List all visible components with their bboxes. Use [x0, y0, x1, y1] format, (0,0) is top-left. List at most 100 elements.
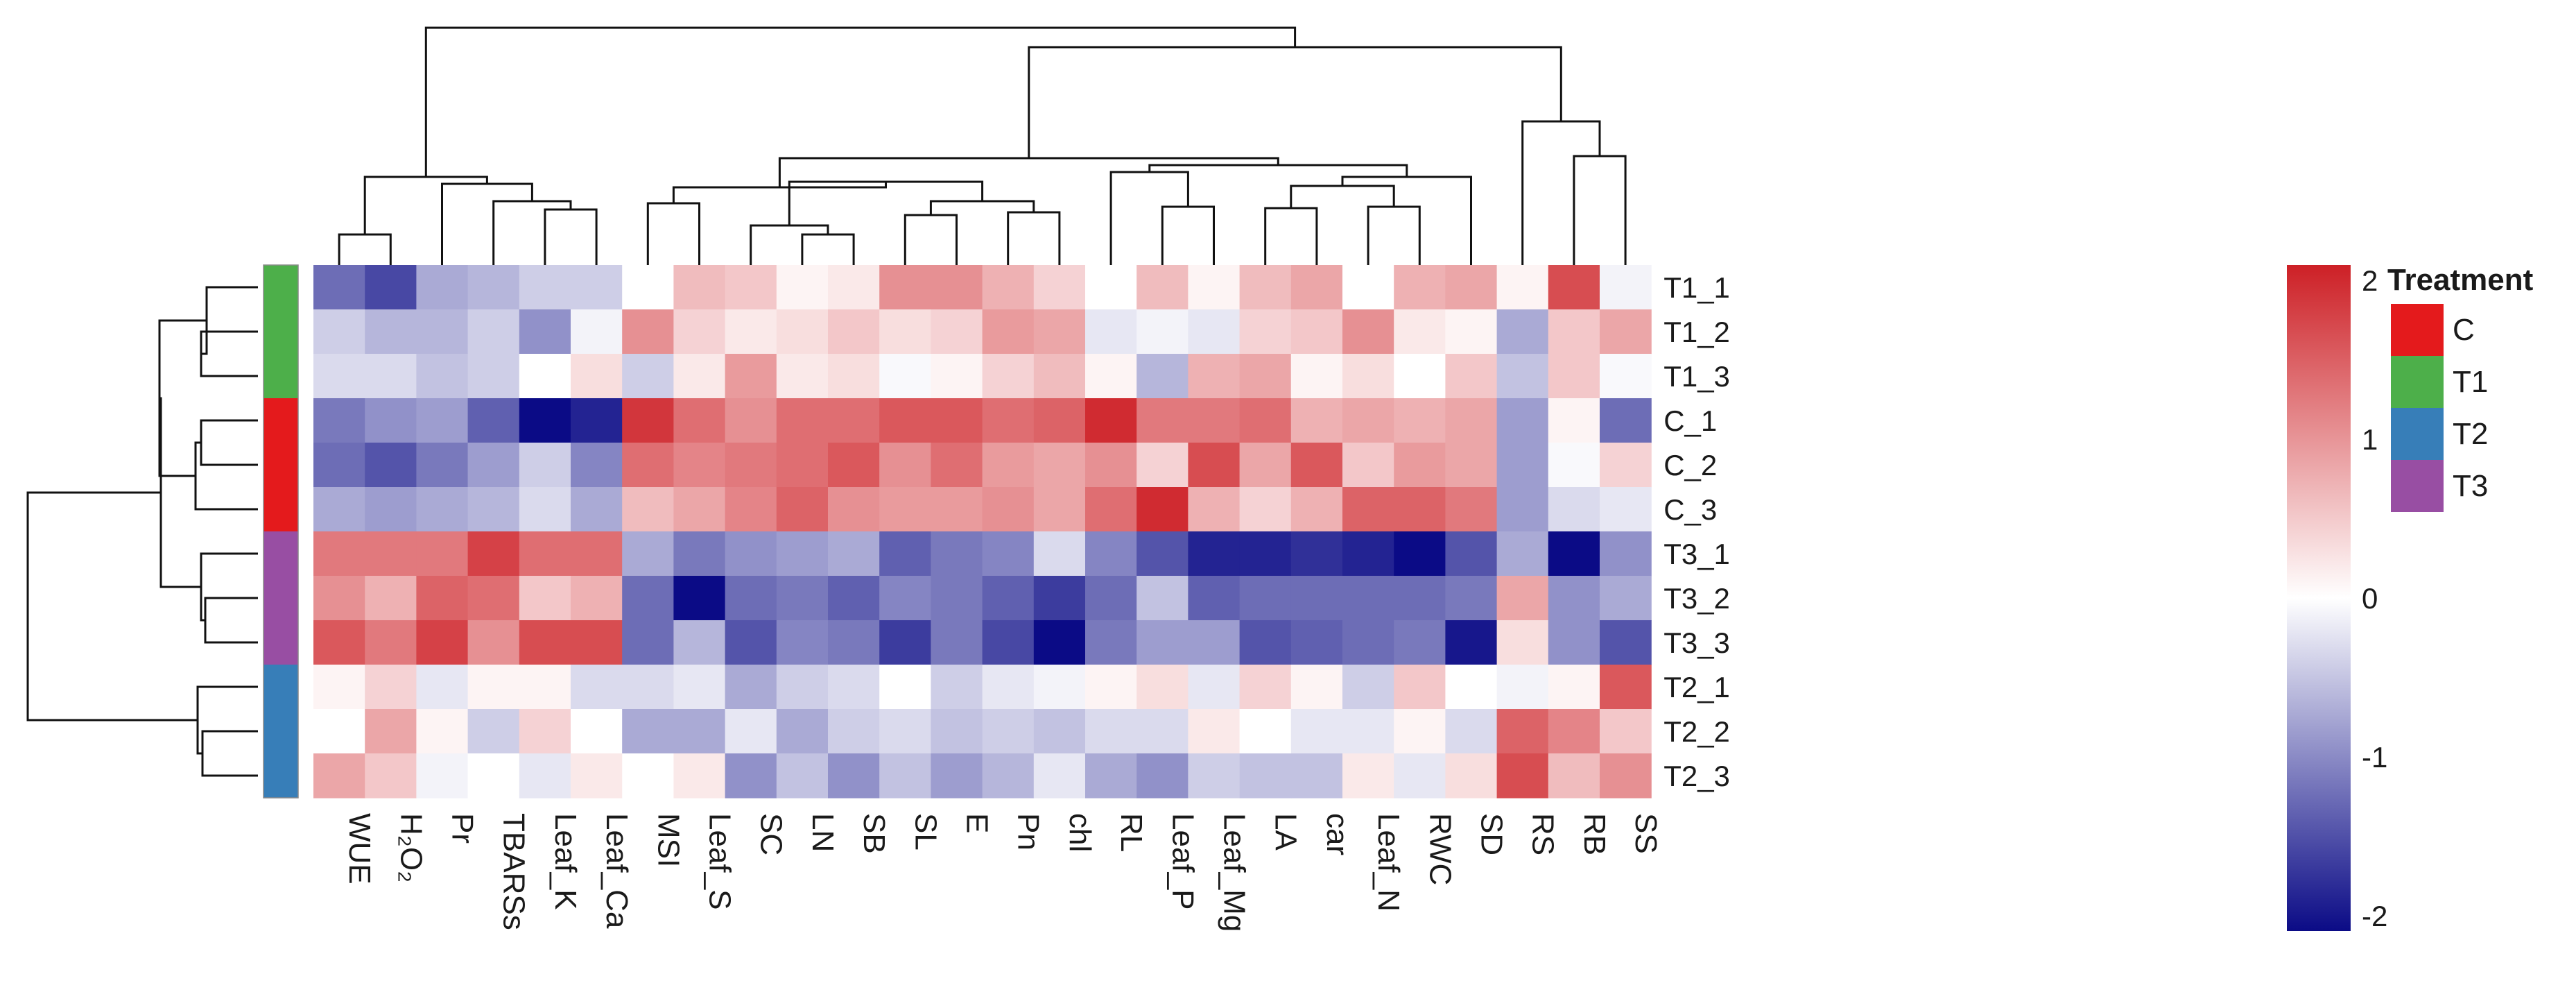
heatmap-cell-T3_2-RS — [1496, 576, 1549, 621]
heatmap-cell-T3_2-Leaf_N — [1342, 576, 1394, 621]
row-dendrogram-branch — [204, 597, 258, 644]
heatmap-cell-T2_2-E — [931, 709, 983, 754]
heatmap-cell-T2_3-RL — [1085, 753, 1137, 799]
heatmap-cell-T1_2-E — [931, 309, 983, 355]
color-scale-tick-label: 0 — [2362, 582, 2378, 615]
heatmap-cell-T1_1-SD — [1445, 265, 1498, 310]
column-dendrogram-branch — [363, 176, 488, 234]
heatmap-cell-C_2-SB — [828, 443, 880, 488]
heatmap-cell-T3_2-TBARSs — [467, 576, 520, 621]
heatmap-cell-T1_3-Pr — [416, 354, 469, 399]
heatmap-cell-T1_2-SC — [725, 309, 777, 355]
heatmap-cell-T3_1-LA — [1239, 531, 1292, 577]
heatmap-cell-T3_2-WUE — [313, 576, 365, 621]
heatmap-cell-C_3-Leaf_S — [673, 487, 726, 532]
column-label: WUE — [343, 813, 377, 885]
heatmap-cell-T2_3-TBARSs — [467, 753, 520, 799]
heatmap-cell-T3_1-Leaf_K — [519, 531, 571, 577]
heatmap-cell-C_1-Leaf_N — [1342, 398, 1394, 443]
annotation-cell-T1_2 — [263, 309, 298, 355]
column-label: TBARSs — [497, 813, 531, 930]
heatmap-cell-T1_2-SS — [1600, 309, 1652, 355]
heatmap-cell-T3_2-SD — [1445, 576, 1498, 621]
heatmap-cell-T3_1-SC — [725, 531, 777, 577]
row-dendrogram-branch — [201, 286, 258, 355]
heatmap-cell-T2_3-Leaf_N — [1342, 753, 1394, 799]
heatmap-cell-T2_2-Pn — [982, 709, 1035, 754]
legend-swatch-T2 — [2391, 408, 2444, 460]
row-dendrogram-branch — [201, 730, 258, 777]
heatmap-cell-T1_1-RS — [1496, 265, 1549, 310]
heatmap-cell-C_2-Leaf_S — [673, 443, 726, 488]
heatmap-cell-C_2-car — [1290, 443, 1343, 488]
row-label: C_1 — [1663, 404, 1717, 437]
heatmap-cell-T2_3-H2O2 — [365, 753, 417, 799]
heatmap-cell-T3_1-Leaf_N — [1342, 531, 1394, 577]
column-dendrogram-branch — [1521, 120, 1601, 265]
heatmap-cell-T3_1-E — [931, 531, 983, 577]
column-dendrogram-branch — [1028, 46, 1562, 158]
heatmap-cell-T2_3-chl — [1033, 753, 1086, 799]
heatmap-cell-T1_2-car — [1290, 309, 1343, 355]
heatmap-cell-T3_1-Leaf_P — [1136, 531, 1188, 577]
heatmap-cell-T3_2-SL — [879, 576, 931, 621]
heatmap-cell-T1_2-Leaf_N — [1342, 309, 1394, 355]
heatmap-cell-T3_3-Leaf_Ca — [571, 620, 623, 665]
heatmap-cell-T2_3-Leaf_K — [519, 753, 571, 799]
heatmap-cell-T1_1-E — [931, 265, 983, 310]
heatmap-cell-C_1-SL — [879, 398, 931, 443]
row-dendrogram-branch — [200, 552, 258, 622]
row-dendrogram-branch — [196, 685, 258, 755]
heatmap-cell-T3_2-LN — [776, 576, 829, 621]
heatmap-cell-T2_3-SC — [725, 753, 777, 799]
heatmap-cell-T1_2-LN — [776, 309, 829, 355]
heatmap-cell-C_2-Pr — [416, 443, 469, 488]
heatmap-cell-T2_2-Leaf_N — [1342, 709, 1394, 754]
heatmap-cell-T3_3-RB — [1548, 620, 1600, 665]
heatmap-cell-T2_1-RB — [1548, 665, 1600, 710]
treatment-annotation-bar — [263, 264, 299, 799]
color-scale-tick-label: -2 — [2362, 900, 2387, 932]
heatmap-cell-C_1-Leaf_Ca — [571, 398, 623, 443]
column-dendrogram-branch — [646, 202, 700, 265]
heatmap-cell-T2_3-WUE — [313, 753, 365, 799]
annotation-cell-T3_1 — [263, 531, 298, 577]
heatmap-cell-T2_1-Leaf_N — [1342, 665, 1394, 710]
heatmap-cell-T2_2-Pr — [416, 709, 469, 754]
heatmap-cell-T1_3-SL — [879, 354, 931, 399]
heatmap-cell-T3_2-SS — [1600, 576, 1652, 621]
column-label: LN — [806, 813, 840, 852]
heatmap-cell-C_1-chl — [1033, 398, 1086, 443]
heatmap-cell-C_2-SL — [879, 443, 931, 488]
heatmap-cell-T2_2-Leaf_Ca — [571, 709, 623, 754]
heatmap-cell-T1_2-H2O2 — [365, 309, 417, 355]
column-dendrogram-branch — [441, 182, 533, 265]
heatmap-cell-T2_2-RB — [1548, 709, 1600, 754]
heatmap-cell-T1_1-RWC — [1394, 265, 1446, 310]
heatmap-cell-T3_2-SC — [725, 576, 777, 621]
heatmap-cell-T3_2-E — [931, 576, 983, 621]
heatmap-cell-T1_3-Leaf_K — [519, 354, 571, 399]
heatmap-cell-C_2-Leaf_Mg — [1188, 443, 1241, 488]
heatmap-cell-T1_1-WUE — [313, 265, 365, 310]
heatmap-cell-T1_1-Leaf_K — [519, 265, 571, 310]
legend-title: Treatment — [2387, 263, 2534, 297]
row-label: T2_2 — [1663, 715, 1730, 748]
heatmap-cell-T3_2-RL — [1085, 576, 1137, 621]
heatmap-cell-T1_1-SL — [879, 265, 931, 310]
annotation-cell-C_1 — [263, 398, 298, 443]
row-label: T1_2 — [1663, 316, 1730, 348]
column-dendrogram-branch — [750, 224, 829, 265]
heatmap-cell-T1_2-Leaf_Ca — [571, 309, 623, 355]
heatmap-cell-T2_1-MSI — [622, 665, 674, 710]
heatmap-cell-T2_1-Leaf_S — [673, 665, 726, 710]
heatmap-cell-T2_2-Leaf_Mg — [1188, 709, 1241, 754]
heatmap-cell-C_3-SS — [1600, 487, 1652, 532]
heatmap-cell-C_3-RS — [1496, 487, 1549, 532]
heatmap-cell-C_1-Pr — [416, 398, 469, 443]
column-label: E — [960, 813, 994, 833]
row-label: T2_3 — [1663, 760, 1730, 792]
heatmap-cells — [313, 265, 1652, 799]
heatmap-cell-T2_2-H2O2 — [365, 709, 417, 754]
heatmap-cell-T2_1-SB — [828, 665, 880, 710]
